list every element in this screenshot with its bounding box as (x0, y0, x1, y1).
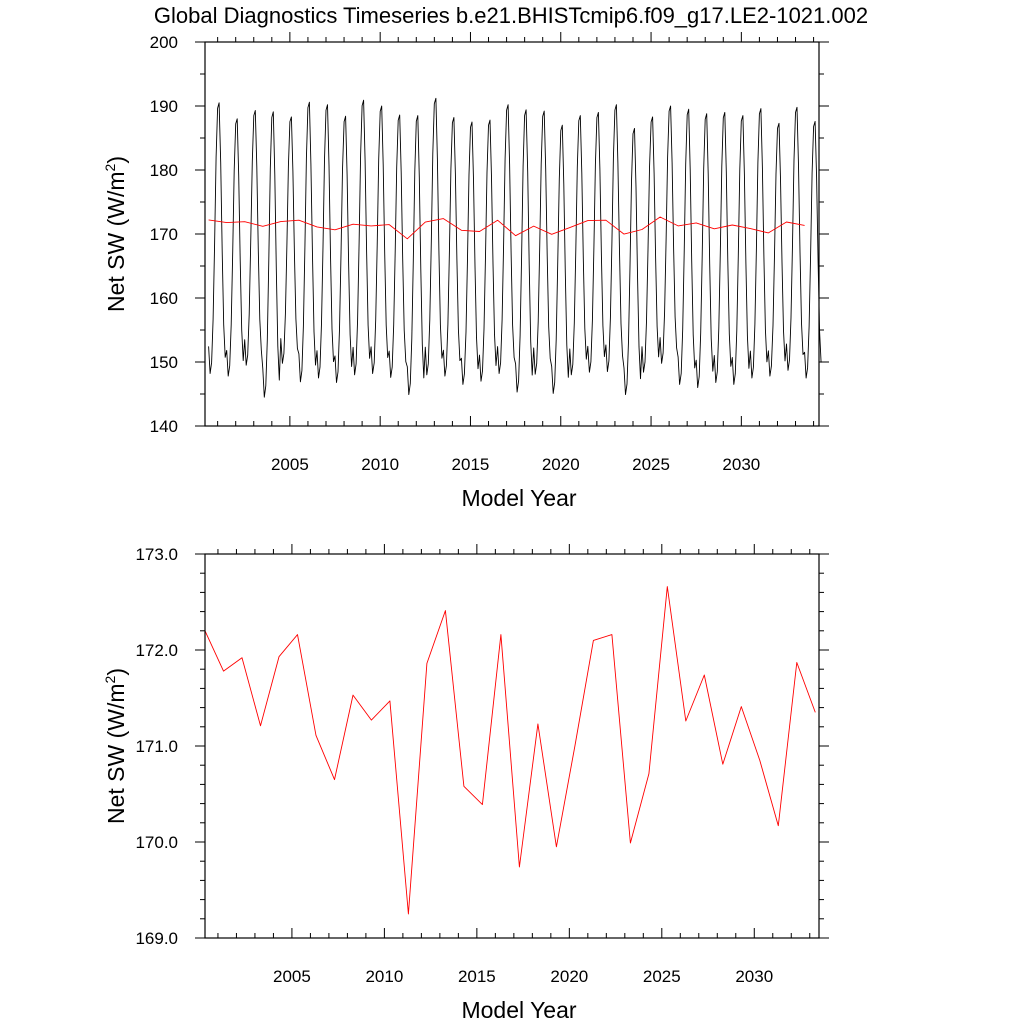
bottom-x-tick-label: 2010 (365, 967, 403, 986)
top-y-tick-label: 160 (150, 289, 178, 308)
top-panel: 2005 2010 2015 2020 2025 2030 140 150 160 170 180 1… (102, 32, 829, 511)
bottom-series-annual-mean-line (204, 586, 816, 915)
bottom-y-tick-label: 169.0 (135, 929, 178, 948)
top-y-tick-label: 150 (150, 353, 178, 372)
chart-title: Global Diagnostics Timeseries b.e21.BHIS… (154, 3, 868, 28)
top-y-tick-label: 180 (150, 161, 178, 180)
top-x-tick-label: 2020 (542, 455, 580, 474)
top-axis-ticks (195, 32, 829, 427)
bottom-plot-frame (204, 553, 820, 939)
top-x-tick-label: 2030 (722, 455, 760, 474)
bottom-y-axis-label-text: Net SW (W/m (103, 683, 129, 824)
bottom-x-tick-label: 2020 (550, 967, 588, 986)
top-y-axis-label-text: Net SW (W/m (103, 171, 129, 312)
top-y-tick-label: 170 (150, 225, 178, 244)
bottom-y-tick-label: 171.0 (135, 737, 178, 756)
bottom-panel: 2005 2010 2015 2020 2025 2030 169.0 170.0 171.0 1… (102, 544, 829, 1023)
top-series-annual-mean-line (208, 216, 805, 240)
top-series-monthly-line (208, 97, 822, 398)
top-y-axis-label: Net SW (W/m2) (102, 156, 129, 312)
bottom-x-axis-label: Model Year (461, 997, 576, 1023)
top-x-axis-label: Model Year (461, 485, 576, 511)
top-x-tick-label: 2025 (632, 455, 670, 474)
top-x-tick-label: 2005 (271, 455, 309, 474)
bottom-y-tick-label: 170.0 (135, 833, 178, 852)
top-y-axis-label-close: ) (103, 156, 129, 164)
bottom-plot-lines (204, 586, 816, 915)
bottom-y-tick-label: 172.0 (135, 641, 178, 660)
bottom-y-axis-label: Net SW (W/m2) (102, 668, 129, 824)
bottom-x-tick-label: 2015 (458, 967, 496, 986)
bottom-x-tick-label: 2005 (273, 967, 311, 986)
bottom-tick-labels: 2005 2010 2015 2020 2025 2030 169.0 170.0 171.0 1… (135, 545, 773, 986)
top-y-tick-label: 190 (150, 97, 178, 116)
top-tick-labels: 2005 2010 2015 2020 2025 2030 140 150 160 170 180 1… (150, 33, 761, 474)
bottom-y-tick-label: 173.0 (135, 545, 178, 564)
bottom-y-axis-label-sup: 2 (102, 675, 118, 683)
bottom-x-tick-label: 2030 (735, 967, 773, 986)
bottom-x-tick-label: 2025 (643, 967, 681, 986)
top-y-tick-label: 140 (150, 417, 178, 436)
top-x-tick-label: 2010 (361, 455, 399, 474)
top-y-tick-label: 200 (150, 33, 178, 52)
top-plot-lines (208, 97, 822, 398)
bottom-y-axis-label-close: ) (103, 668, 129, 676)
bottom-axis-ticks (195, 544, 829, 939)
top-y-axis-label-sup: 2 (102, 163, 118, 171)
top-x-tick-label: 2015 (452, 455, 490, 474)
